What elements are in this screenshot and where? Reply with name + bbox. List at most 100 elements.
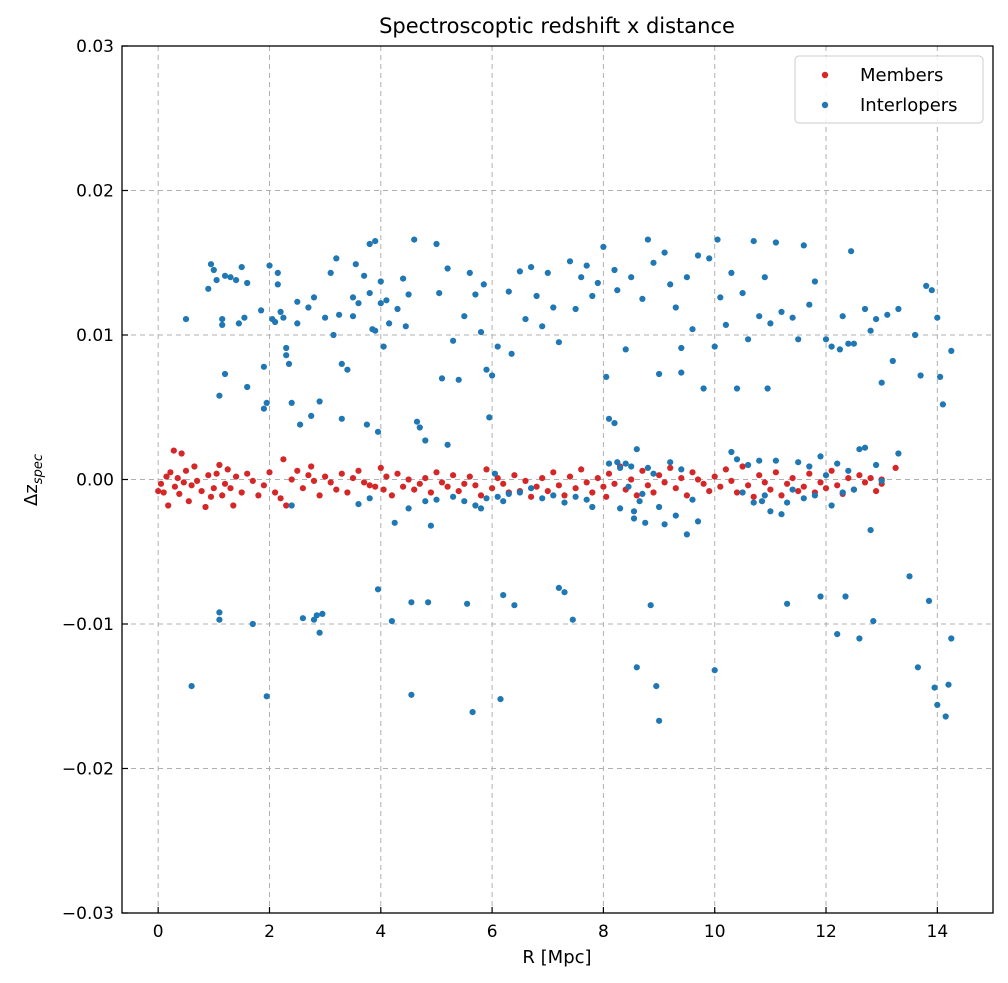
interlopers-point [480, 281, 487, 288]
members-point [483, 466, 490, 473]
interlopers-point [914, 664, 922, 671]
interlopers-point [316, 398, 323, 405]
members-point [761, 479, 768, 486]
interlopers-point [800, 242, 807, 249]
members-point [157, 480, 165, 487]
interlopers-point [678, 344, 685, 352]
interlopers-point [294, 320, 301, 327]
interlopers-point [661, 521, 668, 528]
interlopers-point [400, 275, 407, 282]
interlopers-point [603, 373, 610, 380]
interlopers-point [948, 635, 955, 642]
interlopers-point [305, 304, 312, 311]
members-point [280, 456, 287, 463]
members-point [756, 472, 763, 479]
members-point [633, 492, 640, 499]
interlopers-point [472, 291, 479, 298]
interlopers-point [227, 274, 234, 281]
interlopers-point [327, 269, 334, 276]
interlopers-point [806, 301, 813, 308]
members-point [717, 483, 724, 490]
members-point [689, 469, 696, 476]
members-point [283, 502, 290, 509]
interlopers-point [628, 274, 635, 281]
interlopers-point [433, 496, 440, 503]
members-point [227, 485, 234, 492]
interlopers-point [388, 618, 395, 625]
members-point [163, 473, 170, 480]
x-tick-label: 0 [153, 922, 164, 942]
interlopers-point [349, 313, 357, 320]
interlopers-point [213, 277, 220, 284]
members-point [294, 467, 301, 474]
interlopers-point [274, 269, 281, 276]
interlopers-point [656, 370, 663, 378]
members-point [728, 477, 735, 484]
members-point [188, 482, 195, 489]
members-point [182, 467, 190, 474]
members-point [422, 475, 429, 482]
members-point [444, 483, 451, 490]
members-point [272, 489, 279, 496]
interlopers-point [948, 347, 955, 354]
legend: Members Interlopers [794, 55, 984, 124]
members-point [388, 492, 395, 499]
interlopers-point [497, 696, 504, 703]
interlopers-point [822, 472, 830, 479]
interlopers-point [413, 418, 421, 425]
members-point [255, 492, 262, 499]
members-point [706, 488, 713, 495]
interlopers-point [667, 459, 674, 466]
members-point [828, 467, 835, 474]
interlopers-point [650, 259, 657, 266]
interlopers-point [344, 366, 351, 373]
interlopers-point [561, 589, 568, 596]
interlopers-point [338, 360, 345, 367]
interlopers-point [338, 415, 345, 422]
members-point [176, 490, 183, 497]
members-point [603, 493, 610, 500]
interlopers-point [622, 460, 629, 467]
members-point [856, 472, 863, 479]
interlopers-point [733, 385, 741, 392]
interlopers-point [605, 415, 613, 422]
interlopers-point [402, 323, 409, 330]
interlopers-point [828, 343, 835, 350]
interlopers-point [244, 383, 251, 391]
interlopers-point [494, 343, 501, 350]
interlopers-point [873, 316, 880, 323]
interlopers-point [489, 372, 496, 379]
members-point [433, 469, 440, 476]
members-point [155, 488, 162, 495]
members-point [694, 476, 702, 483]
interlopers-point [873, 461, 880, 469]
members-point [327, 479, 334, 486]
members-point [656, 472, 663, 479]
members-point [455, 488, 462, 495]
interlopers-point [767, 508, 774, 515]
interlopers-point [569, 616, 576, 623]
legend-label-interlopers: Interlopers [860, 95, 958, 116]
members-point [450, 472, 457, 479]
interlopers-point [355, 300, 362, 307]
members-point [683, 492, 691, 499]
interlopers-point [795, 459, 802, 466]
interlopers-point [578, 274, 585, 281]
interlopers-point [672, 304, 679, 311]
interlopers-point [912, 331, 919, 339]
members-point [795, 488, 802, 495]
members-point [238, 489, 245, 496]
interlopers-point [656, 717, 663, 724]
interlopers-point [182, 316, 190, 323]
interlopers-point [767, 320, 774, 327]
interlopers-point [310, 294, 318, 301]
interlopers-point [611, 420, 618, 427]
interlopers-point [516, 268, 524, 275]
interlopers-point [667, 281, 674, 288]
members-point [834, 482, 841, 489]
interlopers-point [945, 681, 952, 688]
interlopers-point [800, 495, 807, 502]
interlopers-point [539, 495, 546, 502]
interlopers-point [283, 344, 290, 352]
interlopers-point [642, 519, 649, 526]
